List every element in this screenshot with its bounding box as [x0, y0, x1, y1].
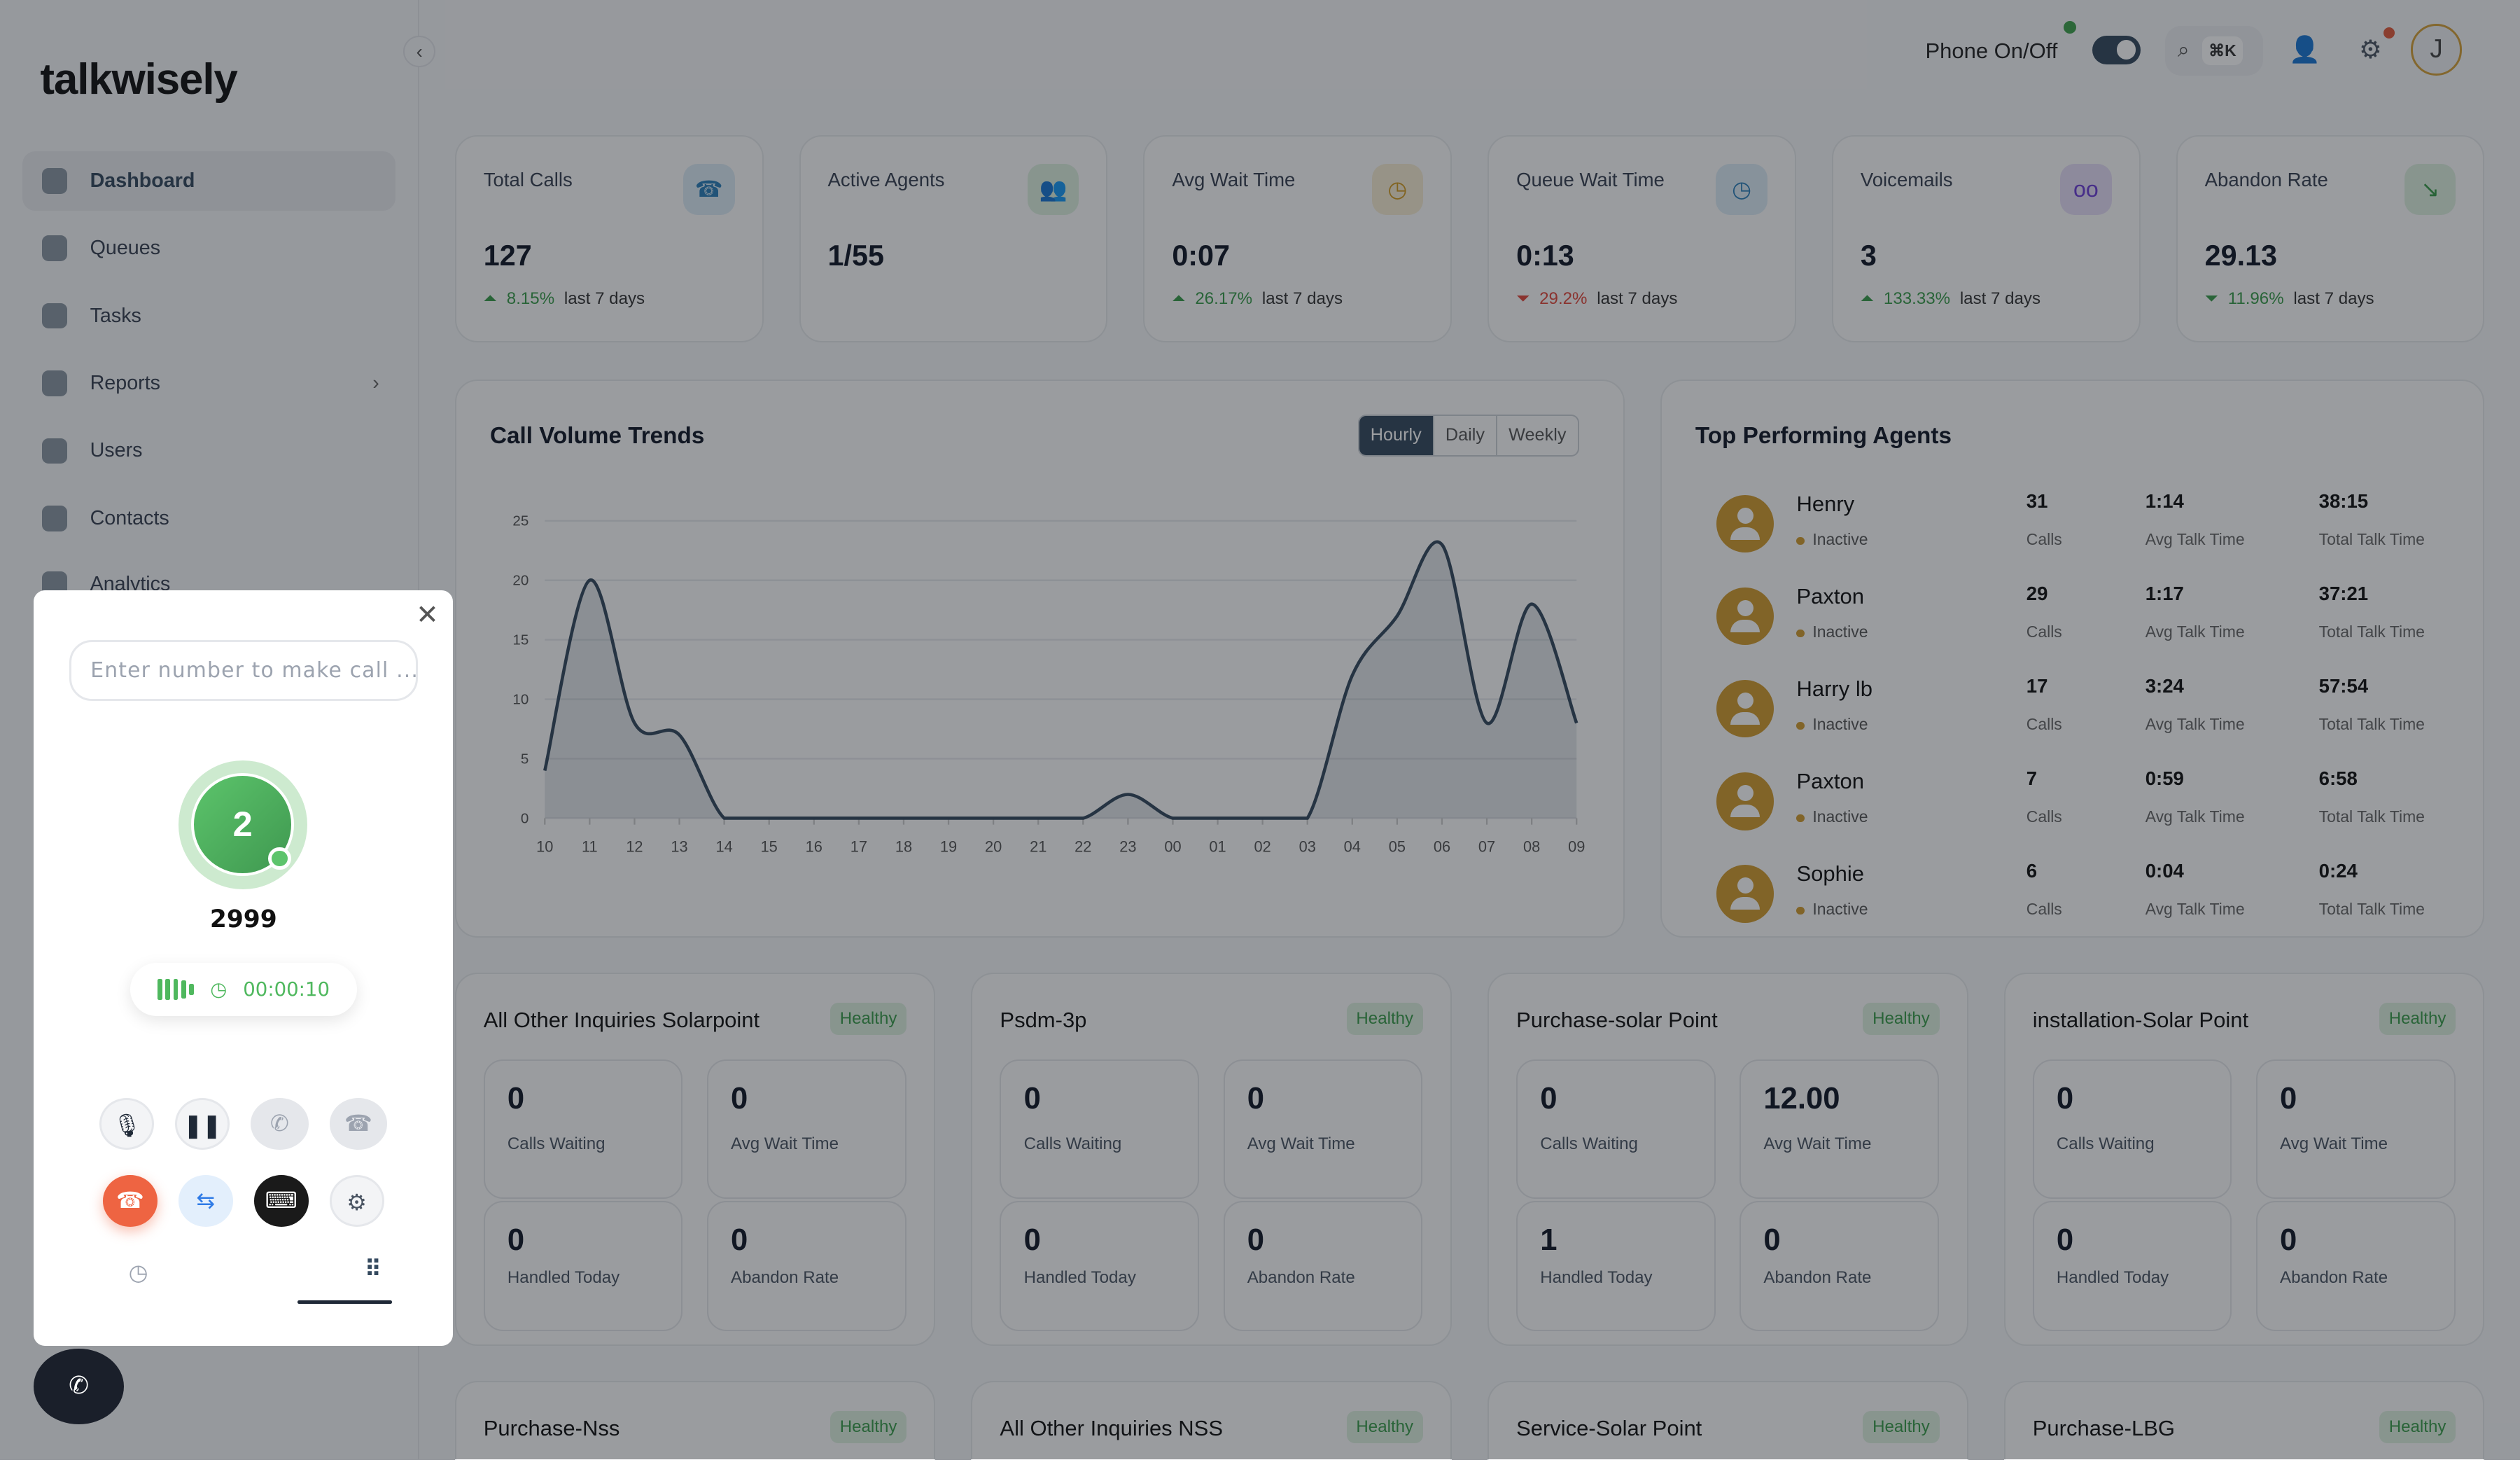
history-tab[interactable]: ◷	[129, 1259, 148, 1286]
clock-icon: ◷	[210, 978, 227, 1001]
close-icon[interactable]: ✕	[416, 599, 439, 631]
hang-up-icon: ☎	[116, 1188, 144, 1213]
audio-level-icon	[158, 979, 195, 1000]
phone-number-input[interactable]	[69, 640, 418, 701]
keyboard-button[interactable]: ⌨	[254, 1175, 309, 1226]
phone-icon: ✆	[69, 1372, 89, 1399]
keyboard-icon: ⌨	[265, 1188, 298, 1213]
hang-up-button[interactable]: ☎	[103, 1175, 158, 1226]
active-tab-indicator	[298, 1300, 392, 1304]
dialer-panel: ✕ 2 2999 ◷ 00:00:10 🎙 ❚❚ ✆ ☎ ☎ ⇆ ⌨ ⚙ ◷ ⠿	[34, 590, 453, 1346]
phone-fab-button[interactable]: ✆	[34, 1349, 124, 1424]
mute-button[interactable]: 🎙	[99, 1098, 154, 1149]
transfer-button[interactable]: ⇆	[178, 1175, 233, 1226]
hold-button[interactable]: ❚❚	[175, 1098, 230, 1149]
active-calls-indicator: 2	[178, 760, 307, 889]
telephone-icon: ☎	[344, 1111, 372, 1136]
call-number: 2999	[34, 905, 453, 933]
call-timer: ◷ 00:00:10	[130, 963, 357, 1016]
keypad-tab[interactable]: ⠿	[365, 1256, 382, 1282]
add-call-button[interactable]: ✆	[251, 1098, 309, 1149]
phone-plus-icon: ✆	[270, 1111, 289, 1136]
settings-button[interactable]: ⚙	[330, 1175, 384, 1226]
pause-icon: ❚❚	[183, 1113, 221, 1138]
keypad-icon: ⠿	[365, 1256, 382, 1281]
clock-icon: ◷	[129, 1260, 148, 1285]
conference-button[interactable]: ☎	[330, 1098, 388, 1149]
transfer-icon: ⇆	[196, 1188, 215, 1213]
timer-value: 00:00:10	[243, 978, 330, 1001]
status-dot	[268, 847, 290, 870]
microphone-icon: 🎙	[113, 1113, 141, 1138]
gear-icon: ⚙	[346, 1190, 367, 1215]
